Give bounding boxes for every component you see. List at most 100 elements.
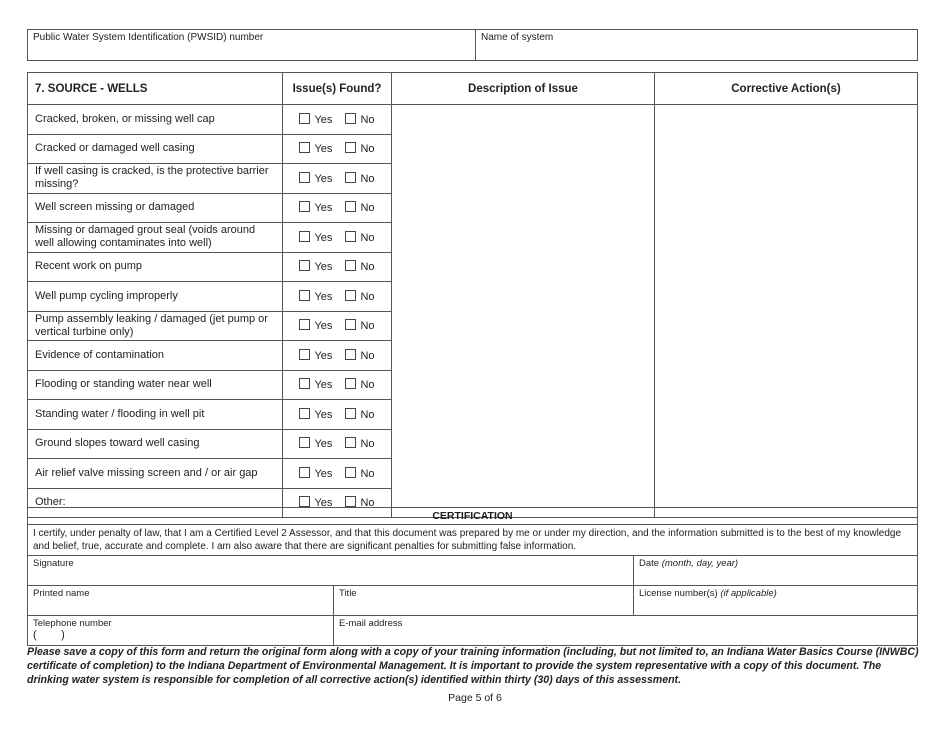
no-option[interactable]: No — [345, 466, 375, 480]
table-row: If well casing is cracked, is the protec… — [27, 163, 918, 194]
item-label: Cracked, broken, or missing well cap — [27, 104, 283, 135]
yes-option[interactable]: Yes — [299, 319, 332, 332]
item-label: Air relief valve missing screen and / or… — [27, 458, 283, 489]
no-checkbox[interactable] — [345, 230, 357, 242]
yes-checkbox[interactable] — [299, 142, 311, 154]
item-label: Pump assembly leaking / damaged (jet pum… — [27, 310, 283, 341]
no-label: No — [360, 261, 375, 274]
issue-found-options: Yes No — [282, 458, 392, 489]
no-checkbox[interactable] — [345, 466, 357, 478]
yes-checkbox[interactable] — [299, 407, 311, 419]
col-corrective: Corrective Action(s) — [654, 72, 918, 105]
signature-field[interactable]: Signature — [27, 555, 634, 586]
license-field[interactable]: License number(s) (if applicable) — [633, 585, 918, 616]
description-field[interactable] — [391, 104, 655, 518]
no-option[interactable]: No — [345, 378, 375, 391]
yes-checkbox[interactable] — [299, 378, 311, 390]
yes-label: Yes — [314, 379, 333, 392]
yes-checkbox[interactable] — [299, 112, 311, 124]
yes-checkbox[interactable] — [299, 201, 311, 213]
corrective-field[interactable] — [654, 104, 918, 518]
no-label: No — [360, 320, 375, 333]
yes-checkbox[interactable] — [299, 496, 311, 508]
no-option[interactable]: No — [345, 319, 375, 333]
yes-option[interactable]: Yes — [299, 142, 333, 156]
issue-found-options: Yes No — [282, 399, 392, 430]
yes-option[interactable]: Yes — [299, 171, 332, 185]
yes-checkbox[interactable] — [299, 466, 311, 478]
no-option[interactable]: No — [345, 201, 375, 214]
no-label: No — [360, 231, 375, 244]
yes-option[interactable]: Yes — [299, 437, 333, 451]
no-option[interactable]: No — [345, 260, 375, 274]
issue-found-options: Yes No — [282, 133, 392, 164]
yes-label: Yes — [314, 143, 333, 156]
no-checkbox[interactable] — [345, 348, 357, 360]
yes-checkbox[interactable] — [299, 230, 311, 242]
yes-option[interactable]: Yes — [299, 348, 332, 362]
yes-label: Yes — [314, 497, 333, 510]
pwsid-field[interactable]: Public Water System Identification (PWSI… — [27, 29, 476, 61]
yes-checkbox[interactable] — [299, 319, 311, 331]
date-field[interactable]: Date (month, day, year) — [633, 555, 918, 586]
system-name-field[interactable]: Name of system — [475, 29, 918, 61]
no-option[interactable]: No — [345, 496, 375, 509]
yes-checkbox[interactable] — [299, 171, 311, 183]
license-hint: (if applicable) — [720, 588, 777, 599]
certification-statement: I certify, under penalty of law, that I … — [27, 524, 918, 556]
yes-option[interactable]: Yes — [299, 112, 332, 126]
yes-option[interactable]: Yes — [299, 496, 333, 510]
email-label: E-mail address — [339, 618, 403, 629]
no-checkbox[interactable] — [345, 171, 357, 183]
signature-label: Signature — [33, 558, 74, 569]
telephone-label: Telephone number — [33, 618, 112, 629]
yes-checkbox[interactable] — [299, 260, 311, 272]
yes-option[interactable]: Yes — [299, 289, 333, 303]
telephone-field[interactable]: Telephone number( ) — [27, 615, 334, 646]
yes-option[interactable]: Yes — [299, 201, 332, 214]
no-checkbox[interactable] — [345, 289, 357, 301]
page-number: Page 5 of 6 — [448, 692, 502, 704]
no-option[interactable]: No — [345, 437, 375, 451]
printed-name-field[interactable]: Printed name — [27, 585, 334, 616]
yes-option[interactable]: Yes — [299, 466, 332, 480]
no-checkbox[interactable] — [345, 260, 357, 272]
yes-label: Yes — [314, 438, 333, 451]
issue-found-options: Yes No — [282, 251, 392, 282]
item-label: Missing or damaged grout seal (voids aro… — [27, 222, 283, 253]
item-label: Cracked or damaged well casing — [27, 133, 283, 164]
date-label: Date — [639, 558, 660, 569]
yes-label: Yes — [314, 290, 333, 303]
no-checkbox[interactable] — [345, 437, 357, 449]
no-checkbox[interactable] — [345, 496, 357, 508]
yes-checkbox[interactable] — [299, 437, 311, 449]
no-checkbox[interactable] — [345, 378, 357, 390]
no-option[interactable]: No — [345, 171, 375, 185]
yes-option[interactable]: Yes — [299, 260, 332, 273]
no-label: No — [360, 349, 375, 362]
item-label: Evidence of contamination — [27, 340, 283, 371]
no-option[interactable]: No — [345, 289, 375, 303]
issue-found-options: Yes No — [282, 104, 392, 135]
no-checkbox[interactable] — [345, 407, 357, 419]
no-label: No — [360, 438, 375, 451]
no-option[interactable]: No — [345, 407, 375, 421]
no-checkbox[interactable] — [345, 112, 357, 124]
item-label: Well pump cycling improperly — [27, 281, 283, 312]
section-title: 7. SOURCE - WELLS — [27, 72, 283, 105]
yes-option[interactable]: Yes — [299, 407, 332, 421]
no-option[interactable]: No — [345, 348, 375, 362]
no-option[interactable]: No — [345, 230, 375, 244]
no-option[interactable]: No — [345, 112, 375, 126]
no-checkbox[interactable] — [345, 142, 357, 154]
title-label: Title — [339, 588, 357, 599]
no-checkbox[interactable] — [345, 201, 357, 213]
yes-checkbox[interactable] — [299, 348, 311, 360]
yes-option[interactable]: Yes — [299, 230, 332, 244]
yes-option[interactable]: Yes — [299, 378, 333, 392]
email-field[interactable]: E-mail address — [333, 615, 918, 646]
title-field[interactable]: Title — [333, 585, 634, 616]
yes-checkbox[interactable] — [299, 289, 311, 301]
no-option[interactable]: No — [345, 142, 375, 155]
no-checkbox[interactable] — [345, 319, 357, 331]
